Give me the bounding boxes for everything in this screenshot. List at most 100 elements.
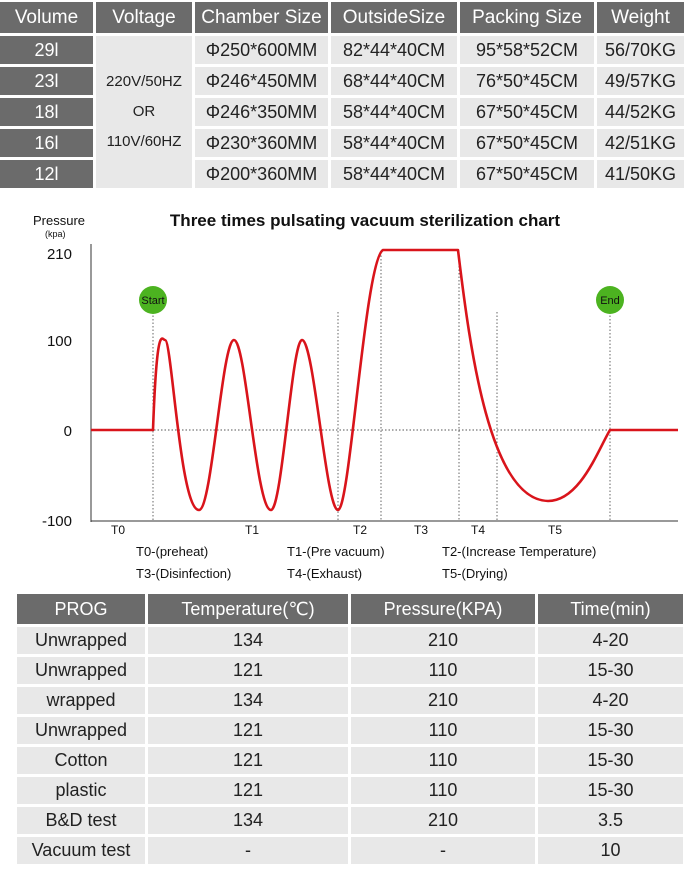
legend-item: T4-(Exhaust) [287, 566, 362, 581]
end-marker [596, 286, 624, 314]
spec-header-chamber: Chamber Size [195, 2, 328, 33]
program-row: Vacuum test - -10 [17, 837, 683, 864]
program-pressure: 110 [351, 747, 535, 774]
program-row: plastic 121 110 15-30 [17, 777, 683, 804]
program-pressure: 210 [351, 807, 535, 834]
program-row: B&D test 134 210 3.5 [17, 807, 683, 834]
program-name: wrapped [17, 687, 145, 714]
spec-packing: 76*50*45CM [460, 67, 594, 95]
program-time: 10 [538, 837, 683, 864]
spec-packing: 67*50*45CM [460, 98, 594, 126]
program-temperature: 121 [148, 657, 348, 684]
program-time: 4-20 [538, 687, 683, 714]
program-temperature: 121 [148, 747, 348, 774]
spec-packing: 67*50*45CM [460, 160, 594, 188]
phase-label-t1: T1 [245, 523, 259, 537]
spec-weight: 42/51KG [597, 129, 684, 157]
phase-label-t5: T5 [548, 523, 562, 537]
spec-volume: 16l [0, 129, 93, 157]
program-time: 15-30 [538, 657, 683, 684]
y-tick-label: 0 [64, 423, 72, 440]
program-name: plastic [17, 777, 145, 804]
program-time: 15-30 [538, 717, 683, 744]
program-pressure: - [351, 837, 535, 864]
spec-packing: 67*50*45CM [460, 129, 594, 157]
program-header-time: Time(min) [538, 594, 683, 624]
phase-label-t0: T0 [111, 523, 125, 537]
spec-chamber: Φ246*450MM [195, 67, 328, 95]
spec-outside: 68*44*40CM [331, 67, 457, 95]
y-axis-label: Pressure [33, 213, 85, 228]
program-row: Unwrapped 121 110 15-30 [17, 717, 683, 744]
pressure-curve [91, 248, 678, 512]
program-temperature: 121 [148, 717, 348, 744]
program-name: Unwrapped [17, 717, 145, 744]
phase-label-t4: T4 [471, 523, 485, 537]
program-temperature: 134 [148, 687, 348, 714]
spec-table: Volume Voltage Chamber Size OutsideSize … [0, 0, 687, 191]
voltage-line-3: 110V/60HZ [106, 133, 182, 150]
legend-item: T0-(preheat) [136, 544, 208, 559]
spec-outside: 82*44*40CM [331, 36, 457, 64]
chart-title: Three times pulsating vacuum sterilizati… [170, 211, 560, 230]
spec-header-weight: Weight [597, 2, 684, 33]
spec-packing: 95*58*52CM [460, 36, 594, 64]
y-axis-unit: (kpa) [45, 229, 66, 239]
spec-row: 12l Φ200*360MM 58*44*40CM 67*50*45CM 41/… [0, 160, 684, 188]
legend-item: T3-(Disinfection) [136, 566, 231, 581]
program-table-body: Unwrapped 134 210 4-20 Unwrapped 121 110 15-30 w… [17, 627, 683, 864]
program-row: Unwrapped 134 210 4-20 [17, 627, 683, 654]
sterilization-chart: Three times pulsating vacuum sterilizati… [33, 211, 678, 581]
start-label: Start [141, 295, 164, 307]
program-time: 4-20 [538, 627, 683, 654]
spec-header-volume: Volume [0, 2, 93, 33]
y-tick-label: 100 [47, 333, 72, 350]
spec-header-outside: OutsideSize [331, 2, 457, 33]
phase-label-t3: T3 [414, 523, 428, 537]
program-time: 15-30 [538, 747, 683, 774]
program-table: PROG Temperature(℃) Pressure(KPA) Time(m… [14, 591, 686, 867]
program-row: wrapped 134 210 4-20 [17, 687, 683, 714]
program-name: B&D test [17, 807, 145, 834]
program-temperature: 121 [148, 777, 348, 804]
spec-chamber: Φ246*350MM [195, 98, 328, 126]
program-pressure: 210 [351, 627, 535, 654]
program-header-pressure: Pressure(KPA) [351, 594, 535, 624]
program-header-row: PROG Temperature(℃) Pressure(KPA) Time(m… [17, 594, 683, 624]
program-pressure: 110 [351, 777, 535, 804]
voltage-line-2: OR [132, 103, 156, 120]
program-header-prog: PROG [17, 594, 145, 624]
spec-outside: 58*44*40CM [331, 129, 457, 157]
spec-voltage: 220V/50HZ OR 110V/60HZ [96, 36, 192, 188]
spec-outside: 58*44*40CM [331, 160, 457, 188]
spec-row: 29l 220V/50HZ OR 110V/60HZ Φ250*600MM 82… [0, 36, 684, 188]
spec-header-voltage: Voltage [96, 2, 192, 33]
legend-item: T1-(Pre vacuum) [287, 544, 385, 559]
spec-chamber: Φ230*360MM [195, 129, 328, 157]
spec-volume: 18l [0, 98, 93, 126]
program-temperature: 134 [148, 807, 348, 834]
program-temperature: - [148, 837, 348, 864]
spec-header-packing: Packing Size [460, 2, 594, 33]
program-pressure: 110 [351, 657, 535, 684]
spec-row: 23l Φ246*450MM 68*44*40CM 76*50*45CM 49/… [0, 67, 684, 95]
program-pressure: 210 [351, 687, 535, 714]
spec-row: 18l Φ246*350MM 58*44*40CM 67*50*45CM 44/… [0, 98, 684, 126]
program-header-temperature: Temperature(℃) [148, 594, 348, 624]
program-pressure: 110 [351, 717, 535, 744]
program-row: Unwrapped 121 110 15-30 [17, 657, 683, 684]
spec-volume: 12l [0, 160, 93, 188]
program-row: Cotton 121 110 15-30 [17, 747, 683, 774]
spec-volume: 29l [0, 36, 93, 64]
program-name: Cotton [17, 747, 145, 774]
spec-weight: 56/70KG [597, 36, 684, 64]
program-time: 3.5 [538, 807, 683, 834]
program-name: Unwrapped [17, 627, 145, 654]
program-name: Unwrapped [17, 657, 145, 684]
program-name: Vacuum test [17, 837, 145, 864]
program-temperature: 134 [148, 627, 348, 654]
spec-chamber: Φ250*600MM [195, 36, 328, 64]
legend-item: T2-(Increase Temperature) [442, 544, 596, 559]
end-label: End [600, 295, 620, 307]
y-tick-label: 210 [47, 246, 72, 263]
